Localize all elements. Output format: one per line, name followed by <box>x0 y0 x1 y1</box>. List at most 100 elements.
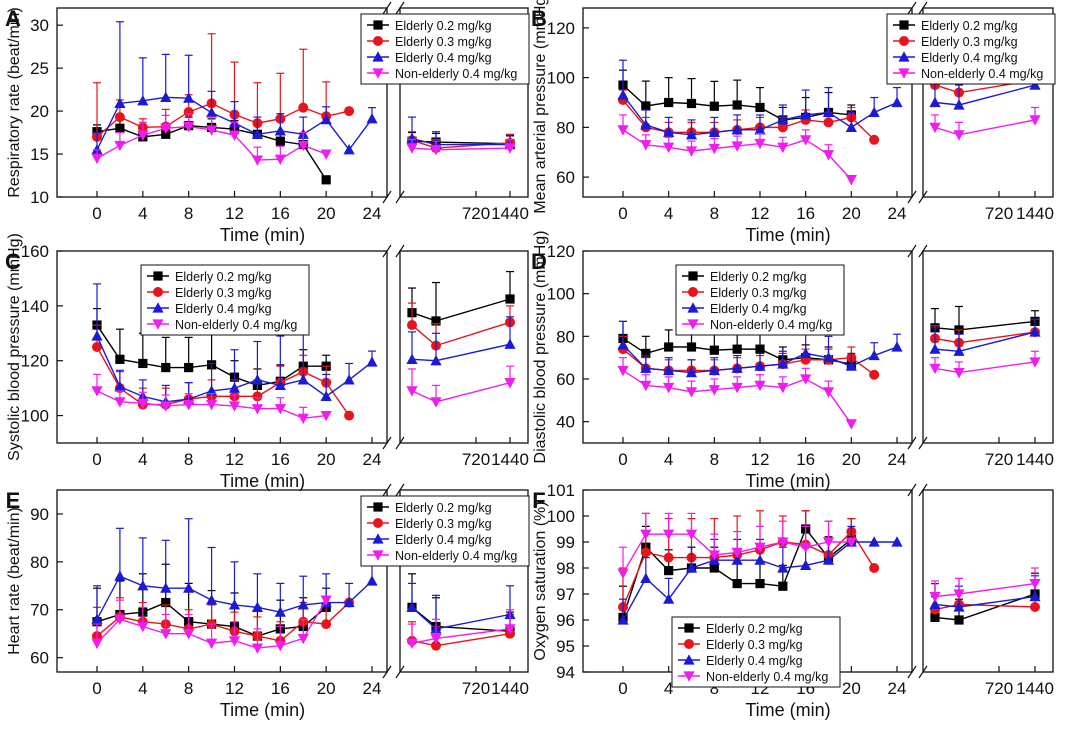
plot-frame-left <box>56 7 388 198</box>
axis-break-mark <box>918 190 928 204</box>
data-point <box>430 633 442 645</box>
data-point <box>663 552 674 563</box>
x-tick-label: 20 <box>317 204 336 223</box>
series-line <box>411 343 511 362</box>
legend-marker <box>373 36 383 46</box>
data-point <box>845 419 857 430</box>
data-point <box>205 107 218 118</box>
data-point <box>800 109 812 120</box>
data-point <box>1029 590 1041 602</box>
x-tick-label: 12 <box>751 204 770 223</box>
data-point <box>709 563 719 573</box>
x-tick-label: 20 <box>842 679 861 698</box>
data-point <box>617 614 629 625</box>
series-ne04 <box>617 350 1041 430</box>
data-point <box>664 342 674 352</box>
legend-marker <box>683 671 695 682</box>
data-point <box>953 130 965 141</box>
x-tick-label: 16 <box>796 450 815 469</box>
legend-marker <box>373 20 383 30</box>
series-ne04 <box>91 595 516 654</box>
series-line <box>622 530 875 608</box>
legend: Elderly 0.2 mg/kg Elderly 0.3 mg/kg Elderl… <box>360 13 530 85</box>
x-tick-label: 24 <box>888 450 907 469</box>
data-point <box>183 106 194 117</box>
data-point <box>845 360 857 371</box>
data-point <box>297 140 309 152</box>
data-point <box>274 404 286 415</box>
series-line <box>934 603 1036 611</box>
legend-marker <box>152 319 164 330</box>
data-point <box>366 113 378 124</box>
y-tick-label: 120 <box>547 242 575 261</box>
data-point <box>406 386 418 397</box>
legend-label: Elderly 0.2 mg/kg <box>710 270 807 284</box>
data-point <box>777 122 788 133</box>
data-point <box>183 92 195 103</box>
data-point <box>640 547 651 558</box>
data-point <box>953 589 965 600</box>
x-tick-label: 0 <box>618 450 627 469</box>
plot-frame-right <box>399 7 529 198</box>
y-tick-label: 120 <box>21 352 49 371</box>
data-point <box>822 106 835 118</box>
data-point <box>205 594 218 605</box>
data-point <box>731 124 743 135</box>
x-tick-label: 12 <box>225 679 244 698</box>
x-axis-label: Time (min) <box>220 700 305 720</box>
axis-break-mark <box>907 244 917 258</box>
legend-marker <box>372 533 384 544</box>
y-tick-label: 40 <box>556 413 575 432</box>
x-tick-label: 8 <box>184 450 193 469</box>
data-point <box>137 398 149 410</box>
x-tick-label: 1440 <box>1016 204 1054 223</box>
data-point <box>845 537 857 548</box>
data-point <box>114 570 126 581</box>
data-point <box>251 374 264 385</box>
axis-break-mark <box>395 665 405 679</box>
x-tick-label: 4 <box>138 204 147 223</box>
y-tick-label: 30 <box>30 16 49 35</box>
panel-A: 10 15 20 25 30 Respiratory rate (beat/min) 0 4 8… <box>5 1 530 245</box>
data-point <box>274 125 286 136</box>
legend-marker <box>372 68 384 79</box>
legend-label: Elderly 0.2 mg/kg <box>175 270 272 284</box>
legend-marker <box>372 51 384 62</box>
axis-break-mark <box>918 483 928 497</box>
data-point <box>114 97 126 108</box>
x-tick-label: 4 <box>138 450 147 469</box>
data-point <box>275 136 285 146</box>
data-point <box>708 126 720 137</box>
y-tick-label: 60 <box>556 168 575 187</box>
legend-marker <box>898 51 910 62</box>
legend-marker <box>373 518 383 528</box>
data-point <box>205 638 218 650</box>
axis-break-mark <box>907 436 917 450</box>
y-tick-label: 95 <box>556 637 575 656</box>
data-point <box>953 99 965 110</box>
legend-label: Elderly 0.4 mg/kg <box>395 51 492 65</box>
data-point <box>823 117 834 128</box>
data-point <box>777 382 789 394</box>
panel-letter: D <box>531 249 547 274</box>
legend-marker <box>684 623 694 633</box>
data-point <box>1029 579 1041 590</box>
legend: Elderly 0.2 mg/kg Elderly 0.3 mg/kg Elderl… <box>675 264 845 336</box>
legend-label: Non-elderly 0.4 mg/kg <box>706 670 828 684</box>
data-point <box>822 150 835 161</box>
plot-frame-left <box>582 250 913 444</box>
series-ne04 <box>91 365 516 425</box>
y-tick-label: 25 <box>30 59 49 78</box>
data-point <box>504 338 516 349</box>
panel-letter: E <box>6 488 21 513</box>
legend-label: Elderly 0.2 mg/kg <box>395 19 492 33</box>
data-point <box>320 113 332 125</box>
x-tick-label: 0 <box>618 204 627 223</box>
axis-break-mark <box>382 665 392 679</box>
data-point <box>431 640 441 651</box>
y-axis-label: Heart rate (beat/min) <box>6 507 23 655</box>
x-tick-label: 1440 <box>491 679 529 698</box>
data-point <box>800 374 812 385</box>
data-point <box>822 554 835 565</box>
